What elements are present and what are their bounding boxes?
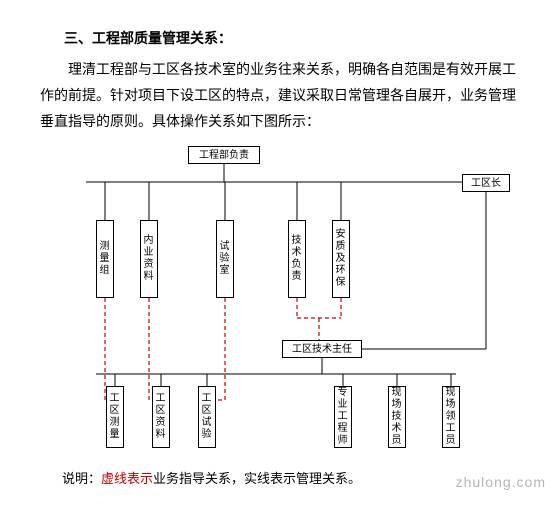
- legend: 说明：虚线表示业务指导关系，实线表示管理关系。: [36, 468, 524, 487]
- node-gqzhang: 工区长: [462, 174, 510, 192]
- node-m2: 内业资料: [140, 220, 158, 298]
- node-b5: 现场技术员: [388, 386, 406, 448]
- legend-dashed-label: 虚线表示: [101, 471, 153, 486]
- legend-prefix: 说明：: [62, 471, 101, 486]
- node-gqzr: 工区技术主任: [282, 340, 362, 358]
- node-b6: 现场领工员: [442, 386, 460, 448]
- node-b2: 工区资料: [152, 386, 170, 448]
- node-b3: 工区试验: [198, 386, 216, 448]
- node-m3: 试验室: [216, 220, 234, 298]
- node-root: 工程部负责: [188, 146, 260, 164]
- org-chart: 工程部负责工区长测量组 内业资料 试验室 技术负责 安质及环保工区技术主任工区测量 工区资…: [36, 142, 536, 462]
- section-heading: 三、工程部质量管理关系：: [36, 28, 524, 48]
- legend-solid-label: 业务指导关系，实线表示管理关系。: [153, 471, 361, 486]
- node-b1: 工区测量: [106, 386, 124, 448]
- intro-paragraph: 理清工程部与工区各技术室的业务往来关系，明确各自范围是有效开展工作的前提。针对项…: [40, 58, 520, 136]
- node-m1: 测量组: [96, 220, 114, 298]
- node-m5: 安质及环保: [332, 220, 350, 298]
- watermark: zhulong.com: [456, 474, 546, 490]
- node-b4: 专业工程师: [334, 386, 352, 448]
- node-m4: 技术负责: [288, 220, 306, 298]
